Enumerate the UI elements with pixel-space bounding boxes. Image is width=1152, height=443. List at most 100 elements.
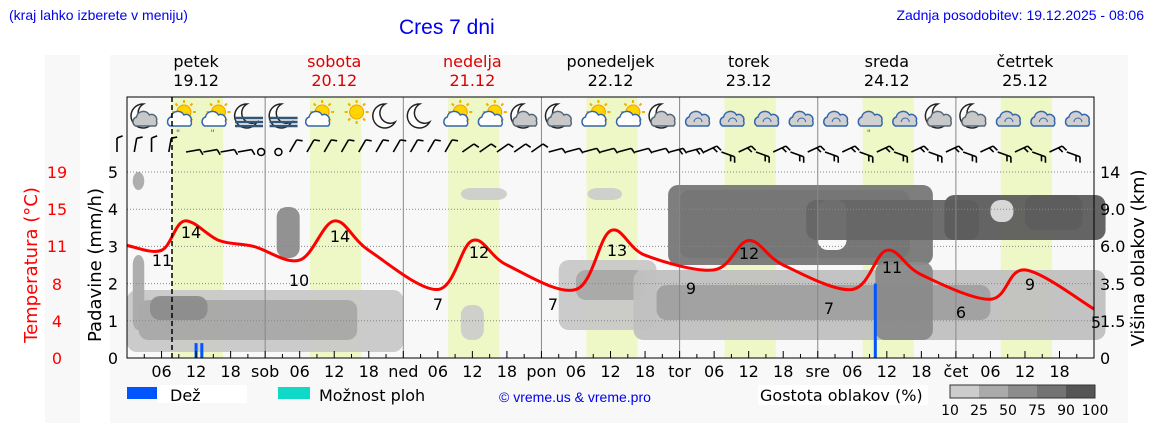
x-tick-label: ned [388,362,418,381]
wind-barb-icon [565,147,584,154]
cloud-density-blob [944,195,1106,240]
density-swatch [1008,385,1037,398]
cloud-icon [788,110,814,127]
cloud-icon [892,110,918,127]
x-tick-label: 06 [428,362,448,381]
wind-barb-icon [409,139,424,153]
day-name: ponedeljek [566,52,655,71]
last-updated: Zadnja posodobitev: 19.12.2025 - 08:06 [896,7,1144,23]
temperature-line [126,219,1095,311]
cloud-density-blob [132,172,145,190]
wind-barb-icon [392,139,407,153]
moon-icon [372,103,398,129]
location-hint[interactable]: (kraj lahko izberete v meniju) [9,7,188,23]
x-tick-label: 06 [151,362,171,381]
rain-bar [873,283,877,358]
wind-barb-icon [150,135,158,152]
temperature-tick-label: 11 [47,237,67,256]
cloud-density-blob [132,255,145,330]
x-tick-label: 12 [186,362,206,381]
day-name: torek [727,52,770,71]
temperature-value-label: 12 [469,243,489,262]
temperature-value-label: 11 [152,251,172,270]
cloud-height-tick-label: 1.5 [1100,312,1125,331]
wind-barb-icon [600,147,619,154]
wind-barb-icon [859,151,874,163]
x-tick-label: 06 [980,362,1000,381]
cloud-density-area [127,172,1106,352]
svg-text:": " [867,129,871,139]
x-tick-label: 12 [877,362,897,381]
density-tick-label: 10 [941,403,959,419]
x-tick-label: 06 [704,362,724,381]
page-title: Cres 7 dni [399,16,495,39]
temperature-axis: 19 15 11 8 4 0 [47,163,67,368]
temperature-value-label: 7 [824,299,834,318]
wind-barb-icon [841,145,860,153]
density-swatch [979,385,1008,398]
wind-barb-icon [530,143,549,153]
wind-barb-icon [237,148,256,156]
cloud-density-blob [587,188,623,200]
cloud-density-scale: 10 25 50 75 90 100 [941,384,1108,419]
wind-barb-icon [807,145,826,153]
cloud-density-blob [276,207,300,258]
cloud-height-tick-label: 14 [1100,163,1120,182]
precip-tick-label: 2 [108,275,118,294]
cloud-height-axis: 14 9.0 6.0 3.5 1.5 0 [1100,163,1125,368]
x-tick-label: 18 [635,362,655,381]
x-tick-label: sob [251,362,279,381]
temperature-value-label: 14 [330,227,350,246]
wind-barb-icon [116,135,123,152]
showers-legend-label: Možnost ploh [319,386,425,405]
precip-tick-label: 3 [108,237,118,256]
precip-tick-label: 0 [108,349,118,368]
cloud-icon [1030,110,1056,127]
moon-fog-icon [233,103,264,129]
cloud-density-blob [990,200,1014,222]
rain-bar [194,343,198,358]
moon-cloud-icon [130,103,158,129]
day-label: torek 23.12 [689,52,809,90]
wind-barb-icon [962,151,978,163]
sun-cloud-rain-icon: " [201,100,231,139]
wind-barb-icon [669,147,688,155]
moon-cloud-icon [924,103,952,129]
x-tick-label: 12 [600,362,620,381]
sun-cloud-icon [443,100,473,127]
day-date: 21.12 [449,71,496,90]
day-label: sobota 20.12 [274,52,394,90]
copyright-link[interactable]: © vreme.us & vreme.pro [499,389,651,405]
day-label: četrtek 25.12 [965,52,1085,90]
wind-barb-icon [1049,145,1068,153]
wind-barb-icon [444,139,459,153]
day-date: 20.12 [311,71,358,90]
temperature-value-label: 7 [548,295,558,314]
temperature-value-label: 9 [686,279,696,298]
rain-legend-bg [157,385,247,403]
precip-tick-label: 4 [108,200,118,219]
wind-barb-icon [427,139,441,153]
cloud-height-tick-label: 6.0 [1100,237,1125,256]
wind-barb-icon [617,147,636,154]
cloud-density-blob [806,200,979,240]
wind-barb-icon [928,151,943,163]
day-label: nedelja 21.12 [412,52,532,90]
x-tick-label: 06 [566,362,586,381]
wind-barb-icon [911,145,929,153]
precip-tick-label: 1 [108,312,118,331]
wind-barb-icon [876,145,895,153]
day-name: petek [173,52,219,71]
day-label: ponedeljek 22.12 [551,52,671,90]
x-tick-label: 18 [497,362,517,381]
cloud-icon [684,110,711,127]
wind-barb-icon [461,143,480,153]
wind-barb-row [116,135,1081,163]
x-axis-ticks: 06 12 18 sob 06 12 18 ned 06 12 18 pon 06 12 18 tor 06 12… [143,351,1078,381]
wind-barb-icon [1066,151,1081,163]
day-date: 22.12 [587,71,634,90]
day-date: 24.12 [863,71,910,90]
cloud-icon [1064,110,1091,127]
cloud-height-axis-label: Višina oblakov (km) [1128,169,1149,346]
